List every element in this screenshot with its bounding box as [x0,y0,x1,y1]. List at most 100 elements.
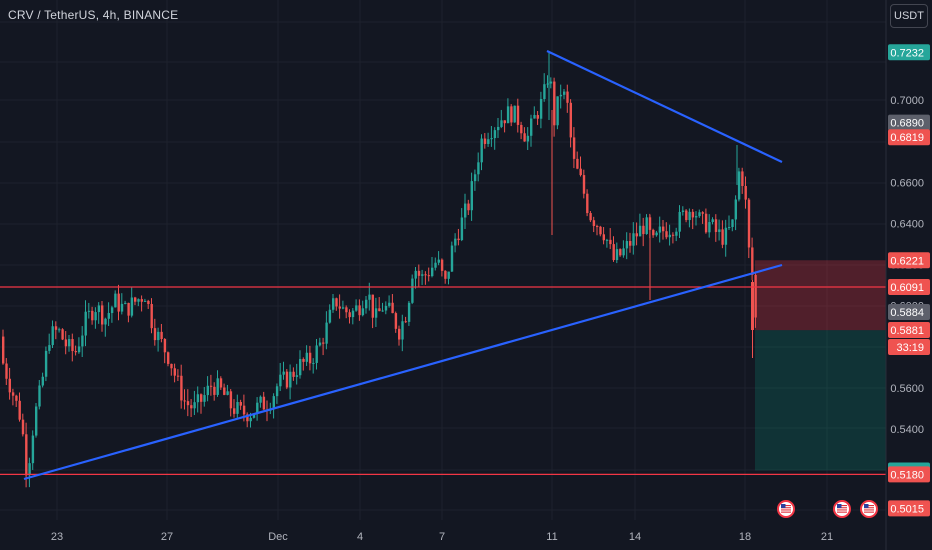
candle-body [130,297,134,316]
price-badge[interactable]: 0.6819 [888,129,930,146]
candle-body [147,300,150,304]
price-badge[interactable]: 0.5180 [888,466,930,483]
candle-body [553,81,556,126]
candle-body [186,401,190,406]
candle-body [404,321,407,323]
candle-body [421,274,424,276]
price-badge[interactable]: 0.5015 [888,500,930,517]
flag-canton [864,504,869,508]
candle-body [124,302,127,304]
flag-stripe [837,507,847,509]
candle-body [701,212,704,214]
flag-stripe [864,505,874,507]
candle-body [536,115,539,119]
us-flag-icon[interactable] [777,500,795,518]
price-badge[interactable]: 0.6091 [888,278,930,295]
candle-body [612,244,615,261]
symbol-title: CRV / TetherUS, 4h, BINANCE [8,8,179,22]
candle-body [365,299,368,309]
candle-body [338,306,341,309]
candle-body [374,308,378,318]
price-badge[interactable]: 0.6221 [888,252,930,269]
candle-body [675,231,678,236]
price-badge-bg [888,466,930,483]
price-badge[interactable]: 33:19 [888,339,930,355]
position-target-zone[interactable] [755,330,886,471]
ascending-trendline[interactable] [23,263,783,481]
currency-button[interactable]: USDT [890,4,928,28]
candle-body [196,394,200,403]
candle-body [678,211,681,232]
candle-body [275,386,279,397]
candle-body [470,181,473,211]
candle-body [246,414,249,422]
price-axis[interactable]: 0.70000.66000.64000.62000.60000.56000.54… [888,44,930,517]
candle-body [223,387,226,395]
candle-body [483,138,487,144]
candle-body [84,311,87,336]
candle-body [645,217,648,235]
candle-body [299,358,302,376]
candle-body [167,352,170,364]
price-badge[interactable]: 0.5881 [888,322,930,338]
candle-body [437,259,440,263]
candle-body [160,331,163,339]
candle-body [579,168,582,176]
candle-body [731,219,734,227]
date-label: 27 [161,531,173,543]
economic-events[interactable] [777,500,878,518]
candle-body [61,329,64,340]
candle-body [473,174,477,182]
candle-body [183,400,186,402]
candle-body [434,262,437,268]
candle-body [414,270,417,279]
candle-body [681,210,685,212]
flag-stripe [864,511,874,513]
price-tick-label: 0.6600 [890,177,924,189]
candle-body [282,371,285,375]
candle-body [457,238,460,241]
candle-body [341,307,345,309]
candle-body [97,305,101,313]
candle-body [292,371,295,377]
time-axis[interactable]: 23 27 Dec 4 7 11 14 18 21 [51,531,833,543]
candle-body [351,310,355,318]
candle-body [668,234,671,238]
price-badge[interactable]: 0.5884 [888,304,930,320]
candle-body [671,234,675,236]
descending-trendline[interactable] [546,50,783,163]
candle-body [200,394,203,402]
candle-body [71,339,74,352]
candle-body [48,345,51,351]
candle-body [688,211,691,221]
us-flag-icon[interactable] [860,500,878,518]
us-flag-icon[interactable] [833,500,851,518]
candle-body [464,203,467,218]
candle-body [737,171,741,200]
price-badge[interactable]: 0.7232 [888,44,930,61]
candle-body [559,94,563,97]
candle-body [153,328,157,341]
flag-stripe [864,509,874,511]
candle-body [91,310,94,321]
candle-body [539,99,543,119]
candle-body [431,267,434,277]
candle-body [549,81,553,84]
candle-body [226,391,229,395]
price-badge-bg [888,129,930,146]
candle-body [305,352,308,362]
candle-body [318,342,322,346]
candle-body [510,106,513,123]
candle-body [635,233,638,237]
price-badge[interactable]: 0.6890 [888,114,930,131]
candle-body [285,371,289,388]
position-stop-zone[interactable] [755,260,886,331]
candle-body [378,308,381,312]
candle-body [332,298,335,310]
candle-body [592,220,596,227]
candle-body [328,309,332,323]
candle-body [658,226,662,233]
flag-stripe [837,511,847,513]
candle-body [127,302,130,316]
